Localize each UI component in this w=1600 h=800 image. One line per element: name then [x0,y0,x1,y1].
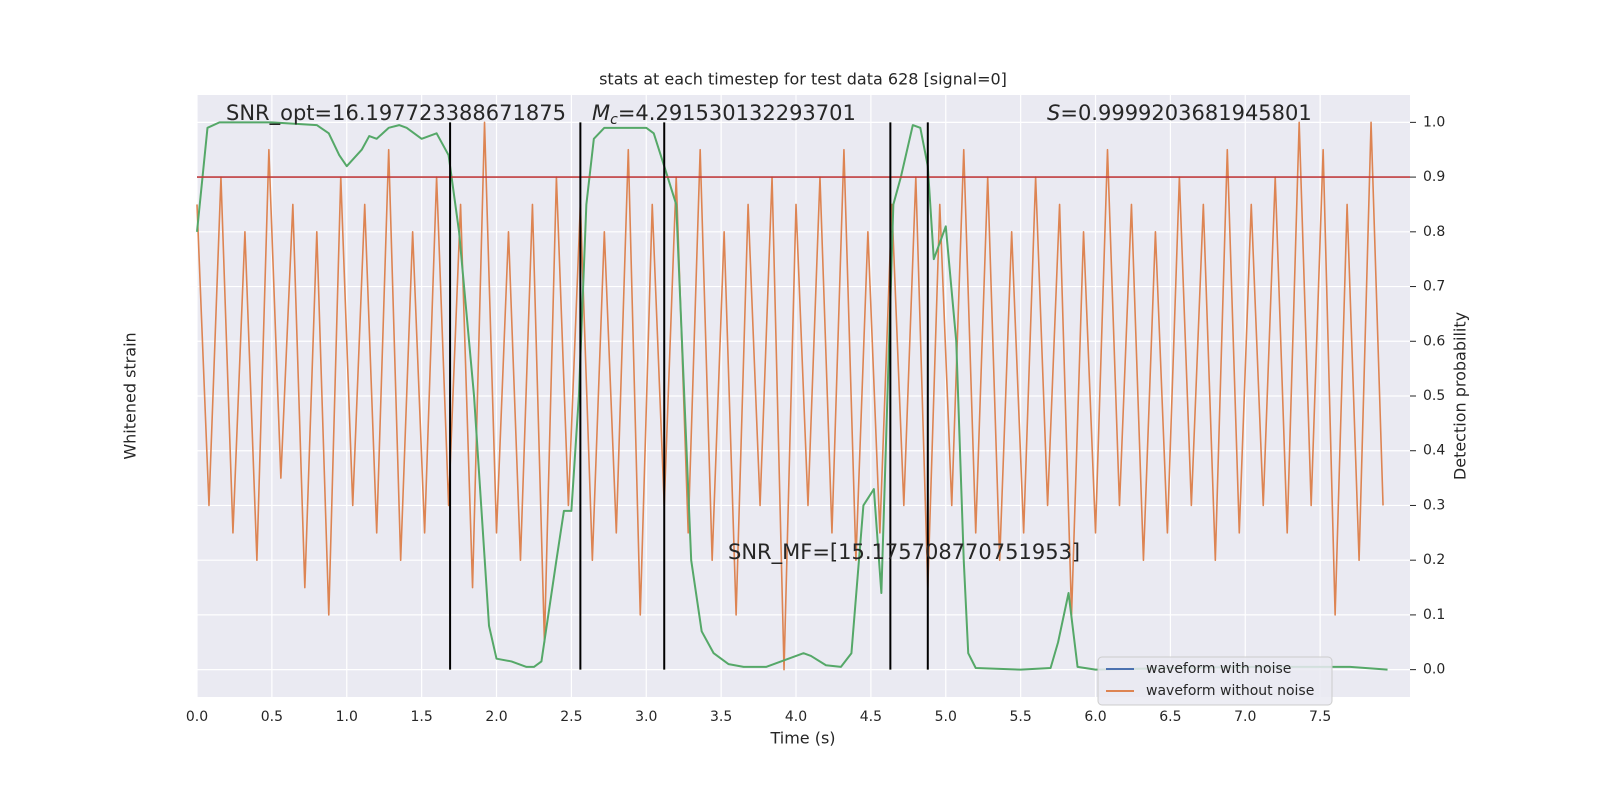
series-line [196,121,1388,671]
x-tick-label: 6.5 [1159,709,1181,725]
legend-label: waveform with noise [1146,661,1291,677]
chart-title: stats at each timestep for test data 628… [599,70,1007,89]
annotation: Mc=4.291530132293701 [592,101,856,128]
x-tick-label: 7.5 [1309,709,1331,725]
y2-tick-label: 0.4 [1423,443,1445,459]
x-tick-label: 0.5 [261,709,283,725]
x-tick-label: 6.0 [1084,709,1106,725]
y2-axis-label: Detection probability [1451,312,1470,480]
y2-tick-label: 0.9 [1423,169,1445,185]
x-tick-label: 0.0 [186,709,208,725]
series-line [196,121,1384,671]
x-tick-label: 3.0 [635,709,657,725]
y2-tick-label: 0.5 [1423,388,1445,404]
y2-tick-label: 0.2 [1423,552,1445,568]
x-tick-label: 7.0 [1234,709,1256,725]
annotation: S=0.9999203681945801 [1047,101,1312,125]
legend-box [1097,656,1333,706]
x-tick-label: 1.5 [410,709,432,725]
annotation: SNR_opt=16.197723388671875 [226,101,566,126]
y2-tick-label: 0.7 [1423,279,1445,295]
y2-tick-label: 0.1 [1423,607,1445,623]
x-tick-label: 1.0 [336,709,358,725]
y2-tick-label: 1.0 [1423,114,1445,130]
x-tick-label: 4.5 [860,709,882,725]
annotation-symbol: S [1047,101,1060,125]
y2-tick-label: 0.8 [1423,224,1445,240]
annotation-symbol: M [592,101,610,125]
annotation-text: =0.9999203681945801 [1060,101,1311,125]
y-axis-label: Whitened strain [121,332,140,459]
x-axis-label: Time (s) [769,729,835,748]
annotation-text: =4.291530132293701 [618,101,856,125]
y2-tick-label: 0.0 [1423,662,1445,678]
x-tick-label: 4.0 [785,709,807,725]
x-tick-label: 2.0 [485,709,507,725]
x-tick-label: 2.5 [560,709,582,725]
x-tick-label: 5.0 [935,709,957,725]
y2-tick-label: 0.6 [1423,333,1445,349]
legend-label: waveform without noise [1146,683,1314,699]
x-tick-label: 3.5 [710,709,732,725]
y2-tick-label: 0.3 [1423,497,1445,513]
annotation: SNR_MF=[15.175708770751953] [728,540,1080,565]
annotation-subscript: c [610,112,618,128]
x-tick-label: 5.5 [1010,709,1032,725]
